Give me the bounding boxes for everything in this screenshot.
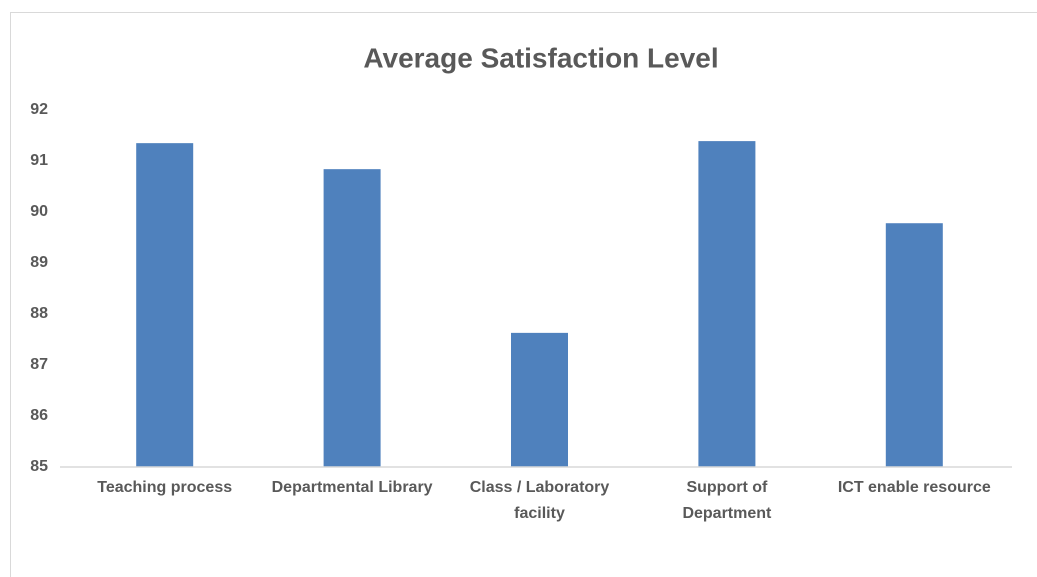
- bar: [885, 223, 943, 467]
- x-tick-label-box: Teaching process: [97, 479, 233, 496]
- bar: [136, 143, 194, 467]
- y-tick-label: 90: [30, 203, 48, 220]
- x-tick-label: Class / Laboratory facility: [469, 479, 610, 522]
- x-tick-label: Teaching process: [97, 479, 233, 496]
- x-tick-label: Support of Department: [682, 479, 772, 522]
- y-tick-label: 88: [30, 305, 48, 322]
- bar: [511, 332, 568, 467]
- x-tick-label-box: Support of Department: [682, 479, 772, 522]
- bar: [323, 169, 381, 467]
- x-tick-label-box: Class / Laboratory facility: [469, 479, 610, 522]
- y-tick-label: 92: [30, 101, 48, 118]
- x-tick-label: Departmental Library: [271, 479, 433, 496]
- bar: [698, 141, 756, 468]
- chart-title: Average Satisfaction Level: [363, 42, 718, 73]
- y-tick-label: 87: [30, 356, 48, 373]
- x-tick-label-box: ICT enable resource: [837, 479, 991, 496]
- y-tick-label: 85: [30, 458, 48, 475]
- y-tick-label: 86: [30, 407, 48, 424]
- x-tick-label: ICT enable resource: [837, 479, 991, 496]
- y-tick-label: 91: [30, 152, 48, 169]
- x-tick-label-box: Departmental Library: [271, 479, 433, 496]
- y-tick-label: 89: [30, 254, 48, 271]
